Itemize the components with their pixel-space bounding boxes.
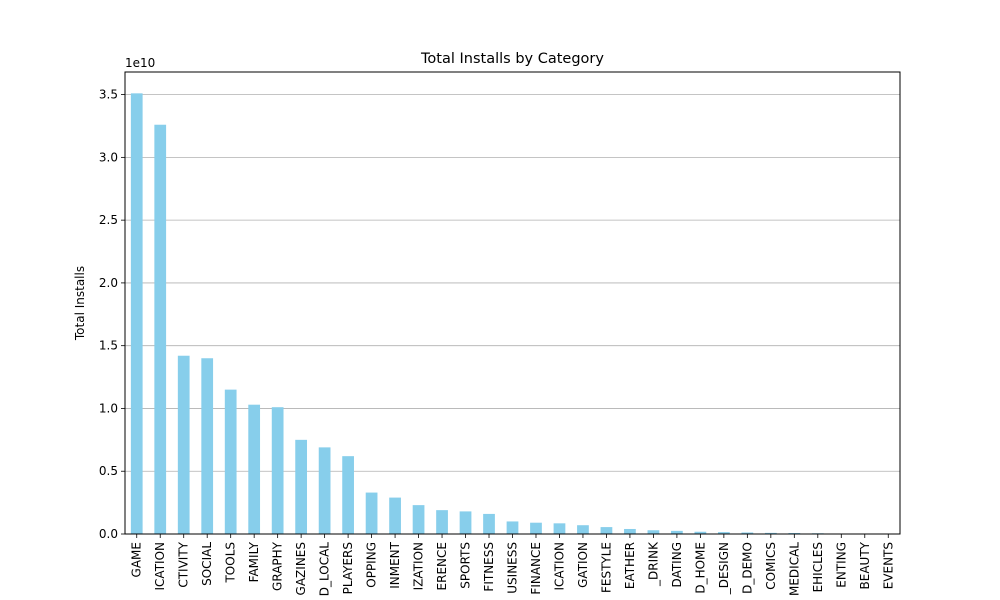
bar bbox=[412, 505, 425, 534]
y-tick-label: 3.5 bbox=[99, 88, 118, 102]
bar bbox=[201, 358, 214, 534]
y-tick-label: 0.0 bbox=[99, 527, 118, 541]
x-tick-label: ERENCE bbox=[435, 542, 449, 590]
bar bbox=[177, 355, 190, 534]
bar bbox=[224, 389, 237, 534]
x-tick-label: ICATION bbox=[552, 542, 566, 591]
x-tick-label: FAMILY bbox=[247, 541, 261, 582]
bar bbox=[694, 531, 707, 534]
x-tick-label: D_DEMO bbox=[740, 542, 754, 594]
bar bbox=[717, 532, 730, 534]
x-tick-label: FITNESS bbox=[482, 542, 496, 592]
bar bbox=[577, 525, 589, 534]
x-tick-label: _DESIGN bbox=[717, 542, 731, 595]
bar bbox=[553, 523, 566, 534]
x-tick-label: SPORTS bbox=[459, 542, 473, 589]
x-tick-label: CTIVITY bbox=[177, 541, 191, 587]
bar bbox=[389, 497, 401, 534]
x-tick-label: FINANCE bbox=[529, 542, 543, 595]
y-tick-label: 2.5 bbox=[99, 213, 118, 227]
bar bbox=[365, 492, 378, 534]
x-tick-label: EVENTS bbox=[881, 542, 895, 589]
x-tick-label: ENTING bbox=[834, 542, 848, 588]
bar bbox=[154, 124, 167, 534]
y-tick-label: 3.0 bbox=[99, 150, 118, 164]
y-axis-ticks: 0.0 0.5 1.0 1.5 2.0 2.5 3.0 3.5 bbox=[99, 88, 125, 541]
y-tick-label: 1.5 bbox=[99, 339, 118, 353]
x-tick-label: EATHER bbox=[623, 542, 637, 589]
x-tick-label: USINESS bbox=[506, 542, 520, 594]
x-tick-label: TOOLS bbox=[224, 542, 238, 584]
x-tick-label: D_HOME bbox=[693, 542, 707, 594]
y-axis-offset-label: 1e10 bbox=[125, 56, 155, 70]
bar bbox=[436, 510, 448, 534]
x-tick-label: EHICLES bbox=[811, 542, 825, 592]
bar bbox=[600, 527, 613, 534]
bar bbox=[741, 532, 754, 534]
bars bbox=[130, 93, 895, 534]
x-tick-label: OPPING bbox=[365, 542, 379, 588]
x-tick-label: MEDICAL bbox=[787, 542, 801, 596]
bar bbox=[483, 513, 495, 534]
x-tick-label: FESTYLE bbox=[599, 542, 613, 593]
bar bbox=[459, 511, 472, 534]
bar bbox=[318, 447, 331, 534]
bar bbox=[530, 522, 542, 534]
y-tick-label: 2.0 bbox=[99, 276, 118, 290]
bar bbox=[764, 532, 777, 534]
x-tick-label: PLAYERS bbox=[341, 542, 355, 594]
x-tick-label: _DRINK bbox=[646, 541, 660, 587]
x-tick-label: GATION bbox=[576, 542, 590, 588]
bar bbox=[624, 528, 636, 534]
bar bbox=[248, 404, 261, 534]
x-tick-label: COMICS bbox=[764, 542, 778, 590]
chart-title: Total Installs by Category bbox=[420, 51, 604, 67]
bar bbox=[271, 407, 284, 534]
y-tick-label: 1.0 bbox=[99, 401, 118, 415]
x-tick-label: INMENT bbox=[388, 541, 402, 588]
x-tick-label: D_LOCAL bbox=[318, 542, 332, 597]
bar bbox=[130, 93, 143, 534]
bar bbox=[295, 439, 308, 534]
x-tick-label: GAME bbox=[130, 542, 144, 577]
y-axis-label: Total Installs bbox=[73, 266, 87, 341]
y-tick-label: 0.5 bbox=[99, 464, 118, 478]
x-tick-label: BEAUTY bbox=[858, 541, 872, 589]
x-tick-label: SOCIAL bbox=[200, 542, 214, 586]
x-tick-label: GAZINES bbox=[294, 542, 308, 595]
x-tick-label: GRAPHY bbox=[271, 541, 285, 591]
bar bbox=[342, 456, 354, 534]
x-tick-label: ICATION bbox=[153, 542, 167, 591]
x-tick-label: IZATION bbox=[412, 542, 426, 590]
x-tick-label: DATING bbox=[670, 542, 684, 587]
bar bbox=[788, 532, 801, 534]
bar bbox=[506, 521, 519, 534]
bar bbox=[671, 530, 683, 534]
x-axis-ticks: GAME ICATION CTIVITY SOCIAL TOOLS FAMILY GRAPH… bbox=[130, 534, 895, 597]
bar bbox=[647, 530, 660, 534]
